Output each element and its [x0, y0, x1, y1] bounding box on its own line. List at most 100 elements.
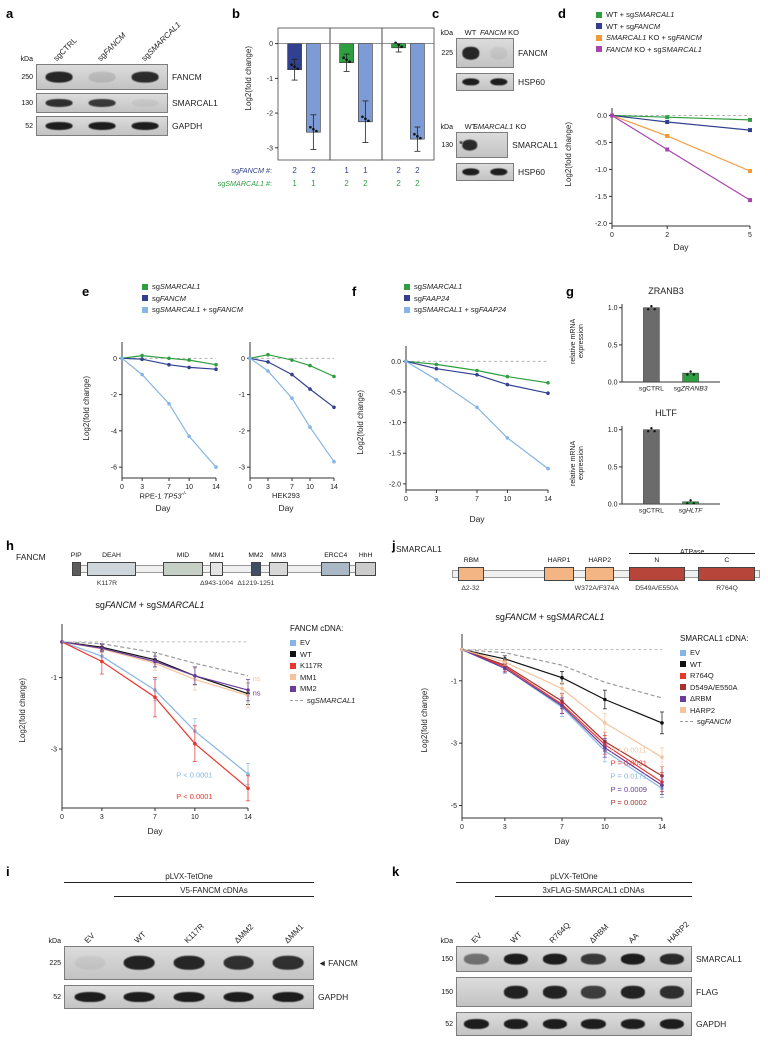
lane-label: K117R	[182, 921, 206, 945]
blot-band	[659, 953, 684, 965]
blot-strip	[64, 946, 314, 980]
svg-text:0: 0	[248, 484, 252, 491]
svg-text:-2.0: -2.0	[595, 221, 607, 228]
blot-strip	[64, 985, 314, 1009]
blot-band	[45, 71, 73, 83]
svg-text:-1.5: -1.5	[389, 451, 401, 458]
replicate-dot	[309, 125, 312, 129]
svg-text:0: 0	[610, 232, 614, 239]
series-line	[121, 357, 217, 468]
data-point	[308, 425, 312, 429]
replicate-dot	[650, 305, 653, 308]
mw-marker: 150	[441, 988, 453, 996]
band-label: FANCM	[518, 48, 548, 58]
legend-swatch	[290, 662, 296, 669]
cdna-header: V5-FANCM cDNAs	[114, 886, 314, 897]
data-point	[332, 459, 336, 464]
y-axis-label: relative mRNA expression	[570, 318, 586, 364]
lane-label: AA	[626, 931, 641, 945]
smarcal1-rescue-chart: -1 -3 -5 0 3 7 10 14 P = 0.0011 P = 0.0031 P = 0.0…	[451, 634, 666, 831]
blot-strip	[36, 64, 168, 90]
y-axis-label: Log2(fold change)	[356, 390, 365, 455]
data-point	[167, 356, 171, 361]
legend-swatch	[680, 672, 686, 679]
legend-label: MM2	[300, 684, 317, 693]
panel-b: b Log2(fold change) 0 -1 -2 -3 sgFANCM #: 2 2 1…	[218, 4, 440, 249]
svg-text:-0.5: -0.5	[389, 389, 401, 396]
legend-swatch	[680, 684, 686, 690]
domain-name: ERCC4	[324, 552, 348, 559]
domain-box	[321, 562, 351, 576]
y-axis-label: Log2(fold change)	[82, 376, 91, 441]
panel-letter-d: d	[558, 6, 566, 21]
legend-swatch	[680, 721, 693, 722]
blot-band	[490, 78, 508, 86]
y-axis-label: Log2(fold change)	[420, 688, 429, 753]
blot-band	[490, 46, 508, 60]
domain-box	[268, 562, 289, 576]
blot-band	[620, 953, 645, 965]
domain-name: DEAH	[102, 552, 121, 559]
replicate-dot	[416, 134, 419, 138]
legend-item: WT	[290, 650, 355, 659]
legend-label: WT	[300, 649, 312, 659]
data-point	[153, 659, 157, 664]
data-point	[660, 755, 664, 759]
legend-swatch	[596, 46, 602, 52]
svg-text:2: 2	[311, 166, 316, 175]
blot-band	[462, 168, 480, 176]
legend-item: HARP2	[680, 706, 738, 715]
legend-item: MM1	[290, 673, 355, 682]
data-point	[187, 365, 191, 370]
data-point	[475, 368, 479, 373]
blot-band	[74, 955, 106, 971]
domain-name: MM2	[248, 552, 264, 559]
data-point	[140, 372, 144, 377]
svg-text:7: 7	[290, 484, 294, 491]
svg-text:1: 1	[311, 179, 316, 188]
data-point	[248, 356, 252, 361]
panel-letter-k: k	[392, 864, 400, 879]
data-point	[100, 646, 104, 651]
data-point	[546, 466, 550, 471]
legend-item: K117R	[290, 661, 355, 670]
stat-annotation: ns	[253, 674, 261, 683]
svg-text:10: 10	[306, 484, 314, 491]
stat-annotation: P < 0.0001	[176, 771, 212, 780]
svg-text:7: 7	[153, 814, 157, 821]
legend-title: SMARCAL1 cDNA:	[680, 634, 749, 643]
legend-swatch	[680, 695, 686, 702]
replicate-dot	[312, 127, 315, 131]
legend-item: WT + sgSMARCAL1	[596, 10, 702, 19]
bar-label: sgCTRL	[639, 386, 664, 393]
mw-marker: 52	[53, 993, 61, 1001]
data-point	[308, 387, 312, 391]
data-point	[187, 434, 191, 439]
replicate-dot	[296, 67, 299, 70]
bar-label: sgZRANB3	[674, 386, 708, 393]
lane-label: ΔMM1	[282, 922, 306, 945]
legend-item: ΔRBM	[680, 694, 738, 703]
mw-marker: 225	[441, 49, 453, 57]
svg-text:-1: -1	[239, 392, 245, 399]
vector-header: pLVX-TetOne	[64, 872, 314, 883]
data-point	[505, 382, 510, 387]
protein-name: FANCM	[16, 552, 46, 562]
legend-item: D549A/E550A	[680, 683, 738, 692]
legend-item: R764Q	[680, 671, 738, 680]
replicate-dot	[293, 65, 296, 68]
legend-swatch	[596, 34, 602, 41]
blot-band	[131, 98, 159, 108]
replicate-dot	[692, 373, 695, 376]
blot-band	[88, 98, 116, 108]
atpase-bracket: ATPase	[629, 546, 756, 556]
blot-band	[131, 71, 159, 83]
data-point	[214, 367, 218, 371]
stat-annotation: ns	[253, 689, 261, 698]
legend-item: MM2	[290, 684, 355, 693]
blot-band	[503, 1019, 528, 1029]
legend-label: SMARCAL1 KO + sgFANCM	[606, 33, 702, 42]
data-point	[266, 352, 270, 357]
legend-label: FANCM KO + sgSMARCAL1	[606, 44, 702, 54]
